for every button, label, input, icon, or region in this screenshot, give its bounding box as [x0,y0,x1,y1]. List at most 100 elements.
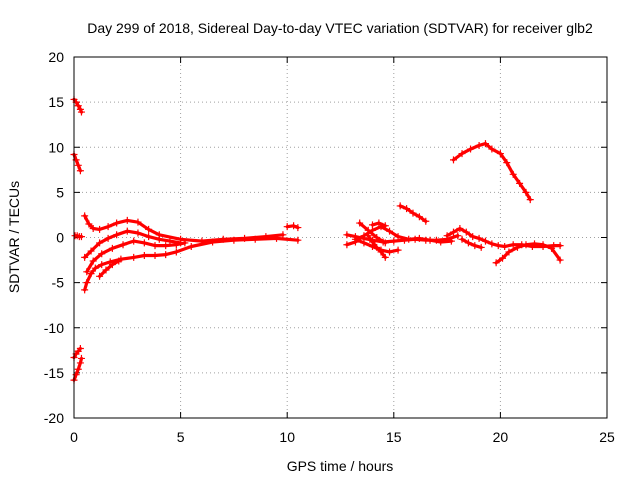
data-point [85,220,93,228]
data-point [403,205,411,213]
data-point [76,359,84,367]
data-point [83,279,91,287]
data-point [81,212,89,220]
data-point [294,224,302,232]
data-point [96,225,104,233]
data-point [499,254,507,262]
data-point [456,224,464,232]
data-point [290,222,298,230]
data-point [503,159,511,167]
data-point [390,237,398,245]
y-tick-label: -15 [44,365,64,381]
data-point [405,235,413,243]
data-point [373,234,381,241]
data-point [130,237,138,245]
data-point [443,232,451,240]
data-point [394,233,402,241]
data-point [556,256,564,264]
x-tick-label: 10 [279,429,295,445]
data-point [458,235,466,243]
data-point [475,141,483,149]
series-line [451,142,532,202]
series-arc-5 [70,354,85,384]
data-point [251,235,259,243]
x-tick-label: 20 [493,429,509,445]
data-point [134,218,142,226]
series-line [72,346,82,360]
data-point [458,150,466,158]
x-tick-label: 5 [177,429,185,445]
x-axis-label: GPS time / hours [287,458,394,474]
data-point [113,219,121,227]
data-point [426,236,434,244]
data-point [279,231,287,239]
x-tick-label: 0 [70,429,78,445]
data-point [415,213,423,221]
series-arc-15 [356,219,389,247]
y-tick-label: 10 [48,139,64,155]
data-point [386,248,394,256]
data-point [505,248,513,256]
data-point [209,238,217,246]
series-arc-18 [396,202,430,225]
data-point [113,231,121,239]
data-point [381,239,389,247]
series-arc-17 [368,219,389,230]
y-tick-label: 5 [56,184,64,200]
data-point [492,259,500,267]
data-point [464,239,472,247]
data-point [471,242,479,250]
series-line [445,226,562,249]
data-point [481,140,489,148]
y-tick-label: 15 [48,94,64,110]
data-point [477,243,485,251]
data-point [81,286,89,294]
data-point [513,243,521,251]
data-point [155,235,163,243]
data-point [526,196,534,204]
data-point [539,241,547,249]
y-axis-label: SDTVAR / TECUs [6,181,22,293]
data-point [108,244,116,252]
data-point [294,236,302,244]
data-series [70,95,564,384]
data-point [364,232,372,240]
data-point [522,188,530,196]
data-point [531,240,539,248]
series-arc-9 [81,234,302,294]
data-point [373,243,381,251]
x-tick-label: 25 [599,429,615,445]
data-point [140,239,148,247]
data-point [119,241,127,249]
data-point [140,252,148,260]
data-point [488,240,496,248]
y-tick-label: -20 [44,410,64,426]
series-arc-2 [70,150,84,175]
data-point [130,253,138,261]
data-point [283,223,291,231]
data-point [81,253,89,261]
data-point [89,257,97,265]
series-arc-13 [343,223,455,249]
data-point [123,227,131,235]
data-point [96,239,104,247]
data-point [87,270,95,278]
data-point [509,170,517,178]
data-point [422,217,430,225]
series-arc-7 [81,227,185,261]
data-point [351,235,359,243]
data-point [151,242,159,250]
series-line [72,152,82,173]
series-line [358,221,387,245]
data-point [447,237,455,245]
data-point [343,241,351,249]
data-point [449,228,457,236]
plot-frame [73,56,608,419]
data-point [162,242,170,250]
series-arc-19 [449,140,534,204]
data-point [108,261,116,269]
data-point [104,234,112,242]
data-point [83,268,91,276]
grid [74,57,607,418]
